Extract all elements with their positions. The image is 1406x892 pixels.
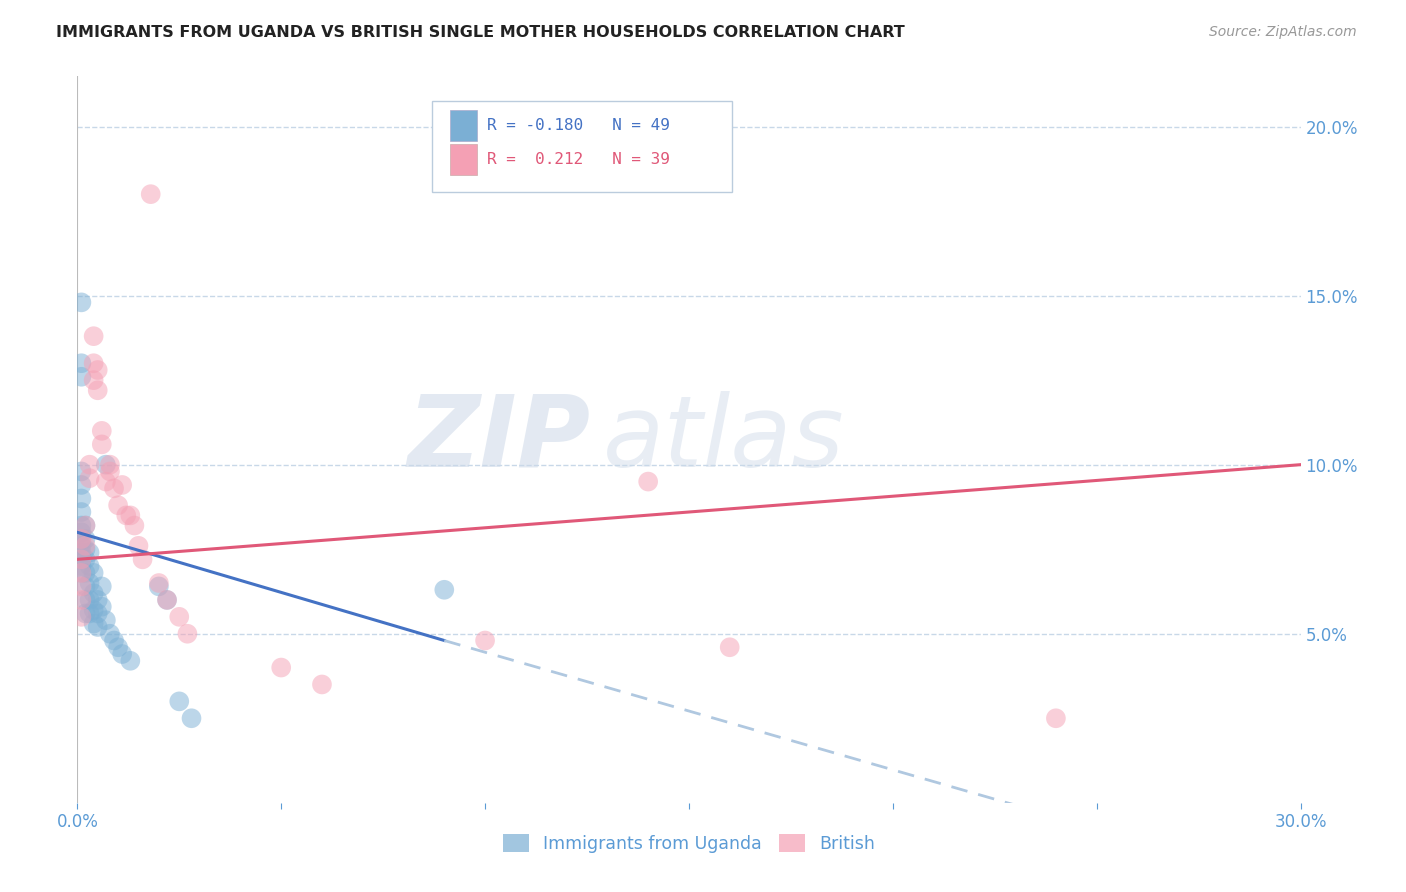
Point bbox=[70, 593, 93, 607]
Point bbox=[176, 626, 198, 640]
Point bbox=[70, 610, 93, 624]
Point bbox=[94, 613, 117, 627]
Point bbox=[169, 694, 191, 708]
Point bbox=[79, 593, 101, 607]
Point bbox=[474, 633, 496, 648]
Point bbox=[70, 552, 93, 566]
Point bbox=[180, 711, 202, 725]
Point bbox=[83, 373, 105, 387]
FancyBboxPatch shape bbox=[450, 145, 477, 175]
Point bbox=[98, 465, 121, 479]
Point bbox=[70, 552, 93, 566]
Text: atlas: atlas bbox=[603, 391, 845, 488]
Point bbox=[75, 539, 97, 553]
Point bbox=[87, 607, 110, 621]
Point bbox=[90, 599, 112, 614]
Point bbox=[98, 458, 121, 472]
Point bbox=[127, 539, 149, 553]
Point bbox=[107, 640, 129, 655]
Point bbox=[70, 478, 93, 492]
Point bbox=[111, 647, 134, 661]
Point bbox=[75, 579, 97, 593]
Point bbox=[156, 593, 179, 607]
Point bbox=[70, 505, 93, 519]
Text: R = -0.180   N = 49: R = -0.180 N = 49 bbox=[486, 118, 671, 133]
Point bbox=[311, 677, 333, 691]
Point bbox=[79, 545, 101, 559]
Point bbox=[70, 539, 93, 553]
Point bbox=[70, 532, 93, 546]
Point bbox=[70, 465, 93, 479]
Point bbox=[87, 620, 110, 634]
Point bbox=[79, 458, 101, 472]
Point bbox=[120, 508, 142, 523]
Point bbox=[79, 471, 101, 485]
Point bbox=[169, 610, 191, 624]
Point bbox=[98, 626, 121, 640]
Point bbox=[70, 295, 93, 310]
Point bbox=[156, 593, 179, 607]
Point bbox=[75, 552, 97, 566]
Point bbox=[75, 532, 97, 546]
Point bbox=[87, 363, 110, 377]
Point bbox=[115, 508, 138, 523]
Point bbox=[120, 654, 142, 668]
Point bbox=[637, 475, 659, 489]
Point bbox=[94, 458, 117, 472]
Point bbox=[87, 384, 110, 398]
Point bbox=[83, 356, 105, 370]
Point bbox=[270, 660, 292, 674]
Point bbox=[87, 593, 110, 607]
Point bbox=[107, 498, 129, 512]
Point bbox=[70, 369, 93, 384]
Point bbox=[70, 559, 93, 574]
Text: R =  0.212   N = 39: R = 0.212 N = 39 bbox=[486, 152, 671, 167]
Point bbox=[75, 518, 97, 533]
Point bbox=[75, 542, 97, 557]
FancyBboxPatch shape bbox=[450, 110, 477, 141]
Point bbox=[75, 518, 97, 533]
Point bbox=[103, 481, 125, 495]
Point bbox=[94, 475, 117, 489]
Point bbox=[70, 566, 93, 580]
Point bbox=[70, 579, 93, 593]
Point bbox=[75, 607, 97, 621]
Point bbox=[70, 356, 93, 370]
Point bbox=[70, 518, 93, 533]
Point bbox=[75, 593, 97, 607]
Point bbox=[433, 582, 456, 597]
Point bbox=[148, 576, 170, 591]
Point bbox=[70, 525, 93, 540]
Point bbox=[83, 329, 105, 343]
Point bbox=[1045, 711, 1067, 725]
Point bbox=[79, 576, 101, 591]
FancyBboxPatch shape bbox=[432, 102, 731, 192]
Point bbox=[139, 187, 162, 202]
Text: Source: ZipAtlas.com: Source: ZipAtlas.com bbox=[1209, 25, 1357, 39]
Text: IMMIGRANTS FROM UGANDA VS BRITISH SINGLE MOTHER HOUSEHOLDS CORRELATION CHART: IMMIGRANTS FROM UGANDA VS BRITISH SINGLE… bbox=[56, 25, 905, 40]
Point bbox=[148, 579, 170, 593]
Point bbox=[75, 566, 97, 580]
Point bbox=[90, 424, 112, 438]
Point bbox=[90, 579, 112, 593]
Point bbox=[79, 607, 101, 621]
Point bbox=[70, 566, 93, 580]
Point bbox=[83, 586, 105, 600]
Point bbox=[70, 491, 93, 506]
Point bbox=[718, 640, 741, 655]
Point bbox=[83, 566, 105, 580]
Legend: Immigrants from Uganda, British: Immigrants from Uganda, British bbox=[496, 827, 882, 860]
Point bbox=[83, 603, 105, 617]
Point bbox=[131, 552, 153, 566]
Text: ZIP: ZIP bbox=[408, 391, 591, 488]
Point bbox=[111, 478, 134, 492]
Point bbox=[103, 633, 125, 648]
Point bbox=[124, 518, 146, 533]
Point bbox=[79, 559, 101, 574]
Point bbox=[70, 532, 93, 546]
Point bbox=[90, 437, 112, 451]
Point bbox=[70, 545, 93, 559]
Point bbox=[83, 616, 105, 631]
